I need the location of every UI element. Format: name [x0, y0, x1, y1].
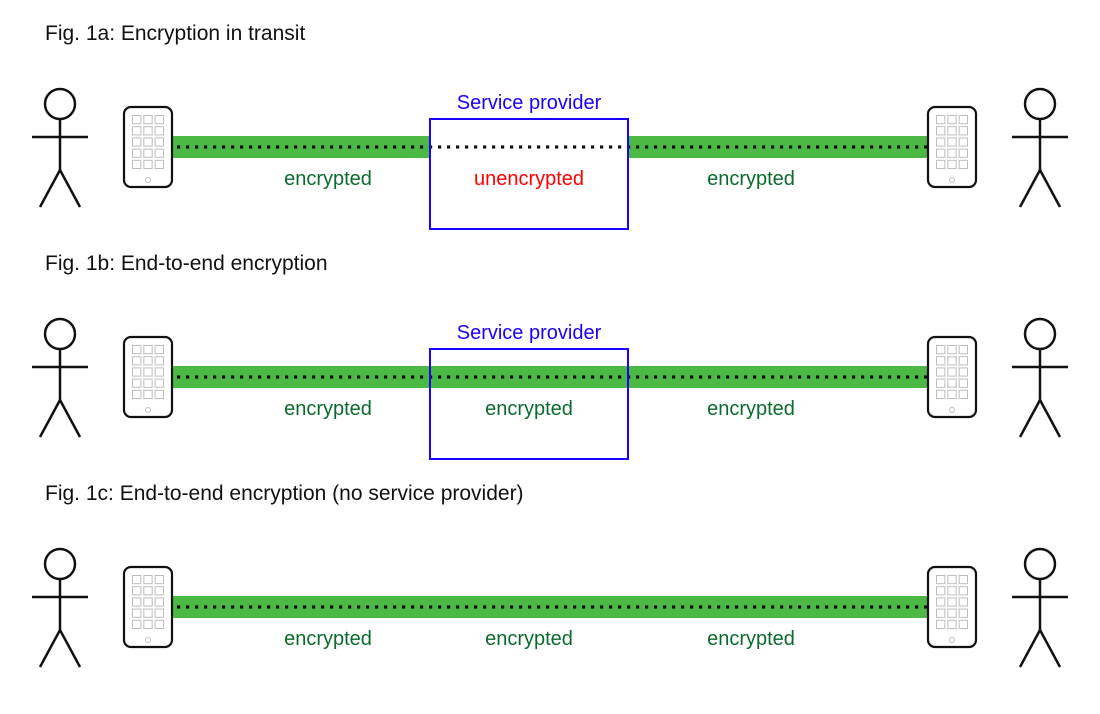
- person-icon: [1012, 89, 1068, 207]
- phone-icon: [124, 107, 172, 187]
- panel-title: Fig. 1a: Encryption in transit: [45, 22, 305, 45]
- encrypted-label: encrypted: [485, 628, 573, 650]
- unencrypted-label: unencrypted: [474, 168, 584, 190]
- phone-icon: [124, 337, 172, 417]
- person-icon: [32, 89, 88, 207]
- encrypted-label: encrypted: [707, 168, 795, 190]
- service-provider-label: Service provider: [457, 92, 602, 114]
- person-icon: [1012, 549, 1068, 667]
- phone-icon: [928, 337, 976, 417]
- encrypted-label: encrypted: [707, 628, 795, 650]
- phone-icon: [928, 567, 976, 647]
- panel-c: Fig. 1c: End-to-end encryption (no servi…: [32, 482, 1068, 667]
- person-icon: [32, 549, 88, 667]
- encrypted-label: encrypted: [707, 398, 795, 420]
- phone-icon: [928, 107, 976, 187]
- panel-title: Fig. 1b: End-to-end encryption: [45, 252, 328, 275]
- person-icon: [32, 319, 88, 437]
- panel-title: Fig. 1c: End-to-end encryption (no servi…: [45, 482, 524, 505]
- encrypted-label: encrypted: [284, 168, 372, 190]
- encrypted-label: encrypted: [485, 398, 573, 420]
- service-provider-label: Service provider: [457, 322, 602, 344]
- person-icon: [1012, 319, 1068, 437]
- panel-a: Fig. 1a: Encryption in transit Service pr…: [32, 22, 1068, 229]
- encrypted-label: encrypted: [284, 398, 372, 420]
- encryption-diagram: Fig. 1a: Encryption in transit Service pr…: [0, 0, 1100, 714]
- phone-icon: [124, 567, 172, 647]
- encrypted-label: encrypted: [284, 628, 372, 650]
- panel-b: Fig. 1b: End-to-end encryption Service pr…: [32, 252, 1068, 459]
